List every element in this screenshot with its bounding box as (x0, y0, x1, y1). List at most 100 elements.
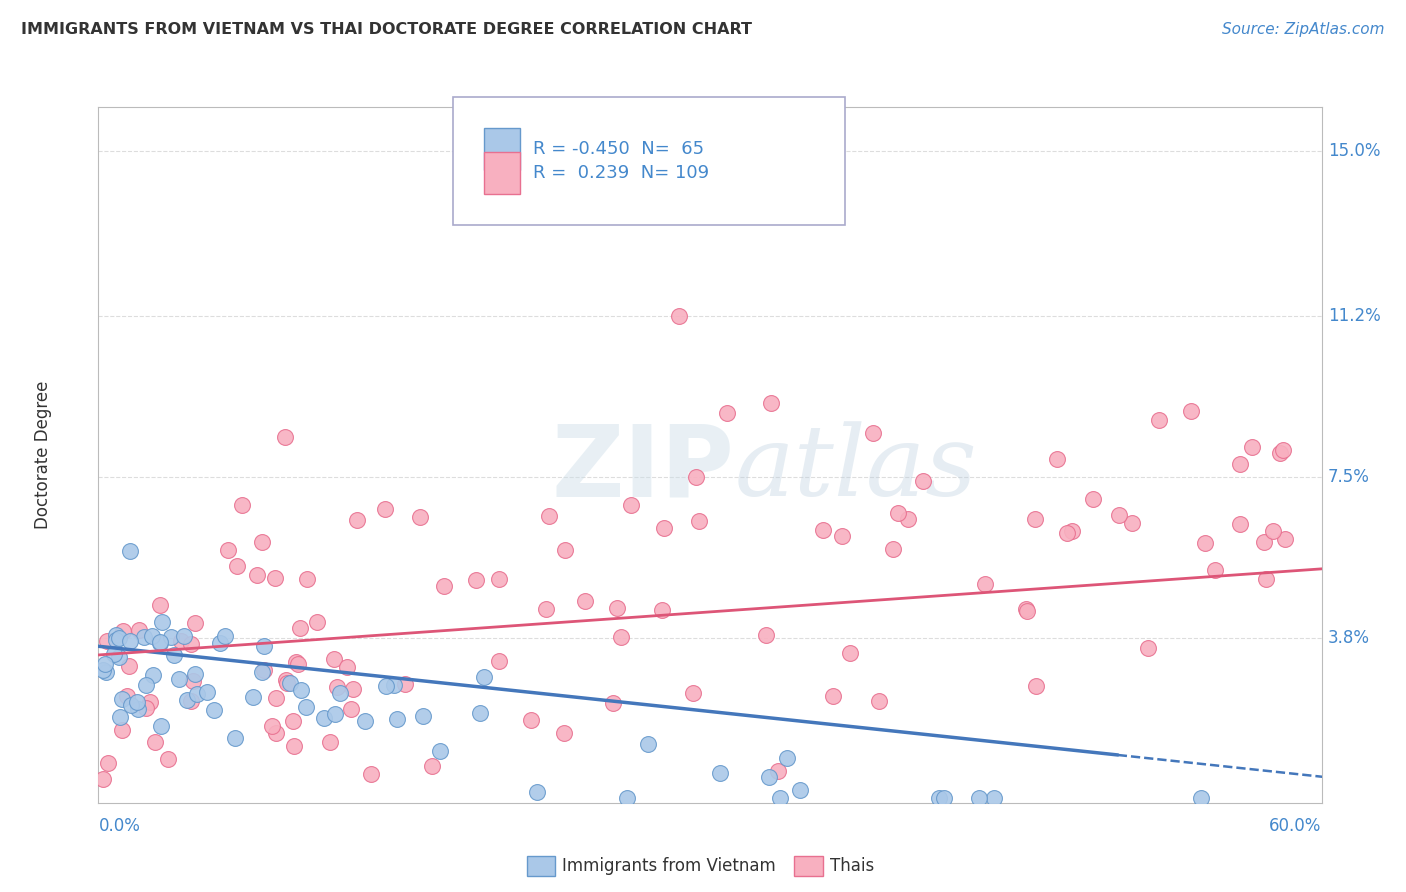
Point (226, 559, 249, 574)
Point (180, 694, 202, 708)
Point (574, 594, 596, 608)
Point (354, 714, 377, 728)
Point (346, 513, 368, 527)
Point (276, 676, 298, 690)
Point (149, 635, 172, 649)
Point (387, 712, 409, 726)
Point (290, 683, 312, 698)
Point (897, 512, 920, 526)
Point (1147, 413, 1170, 427)
Point (789, 782, 811, 797)
Point (652, 521, 675, 535)
Point (831, 529, 853, 543)
Point (117, 689, 139, 703)
Point (246, 568, 269, 582)
Point (534, 602, 557, 616)
Point (537, 508, 560, 523)
Point (167, 672, 190, 686)
Point (91, 664, 114, 678)
Point (318, 735, 340, 749)
Point (340, 702, 363, 716)
Point (105, 628, 128, 642)
Text: R = -0.450  N=  65: R = -0.450 N= 65 (533, 140, 704, 158)
Text: Source: ZipAtlas.com: Source: ZipAtlas.com (1222, 22, 1385, 37)
Point (1274, 532, 1296, 546)
Text: 15.0%: 15.0% (1327, 142, 1381, 160)
Point (967, 791, 990, 805)
Point (118, 544, 141, 558)
Point (1025, 679, 1047, 693)
Point (1060, 524, 1083, 538)
Point (465, 574, 488, 588)
Point (682, 686, 704, 700)
Point (135, 701, 157, 715)
Point (107, 649, 129, 664)
Point (412, 709, 434, 723)
Point (488, 572, 510, 586)
Point (360, 766, 382, 780)
Point (264, 691, 287, 706)
Point (141, 629, 163, 643)
Point (224, 731, 246, 745)
Text: atlas: atlas (734, 421, 977, 516)
Point (761, 396, 783, 410)
Point (1045, 452, 1069, 467)
Point (606, 600, 628, 615)
Point (160, 630, 183, 644)
Point (1241, 440, 1264, 454)
Point (110, 709, 132, 723)
Point (323, 651, 346, 665)
Point (336, 659, 359, 673)
Point (281, 714, 304, 729)
Point (1229, 457, 1251, 471)
Point (135, 678, 157, 692)
Point (149, 719, 172, 733)
Point (132, 630, 155, 644)
Point (290, 622, 312, 636)
Text: R =  0.239  N= 109: R = 0.239 N= 109 (533, 164, 709, 182)
Point (911, 474, 934, 488)
Point (273, 430, 295, 444)
Point (150, 615, 173, 629)
Point (111, 723, 134, 738)
Point (1017, 603, 1039, 617)
Point (176, 692, 198, 706)
Point (616, 791, 638, 805)
Point (149, 635, 172, 649)
Point (214, 629, 236, 643)
Text: 11.2%: 11.2% (1327, 307, 1381, 325)
Point (554, 543, 576, 558)
Text: 0.0%: 0.0% (98, 817, 141, 835)
Point (283, 739, 305, 753)
Point (107, 631, 129, 645)
Point (180, 637, 202, 651)
Point (758, 770, 780, 784)
Point (862, 426, 884, 441)
Point (184, 667, 207, 681)
Point (295, 700, 318, 714)
Point (868, 693, 890, 707)
Point (1015, 602, 1038, 616)
Point (472, 669, 495, 683)
Point (839, 646, 862, 660)
Point (252, 665, 274, 680)
Point (433, 579, 456, 593)
Point (1108, 508, 1130, 523)
Point (173, 629, 195, 643)
Point (1189, 791, 1212, 805)
Point (422, 759, 444, 773)
Point (709, 766, 731, 780)
Point (118, 658, 141, 673)
Point (287, 657, 309, 672)
Point (755, 628, 778, 642)
Point (776, 751, 799, 765)
Point (162, 648, 184, 663)
Point (1256, 572, 1278, 586)
Point (325, 707, 347, 722)
Point (183, 674, 205, 689)
Point (394, 677, 416, 691)
Point (382, 678, 405, 692)
Point (284, 655, 307, 669)
Point (96, 634, 118, 648)
Point (374, 502, 396, 516)
